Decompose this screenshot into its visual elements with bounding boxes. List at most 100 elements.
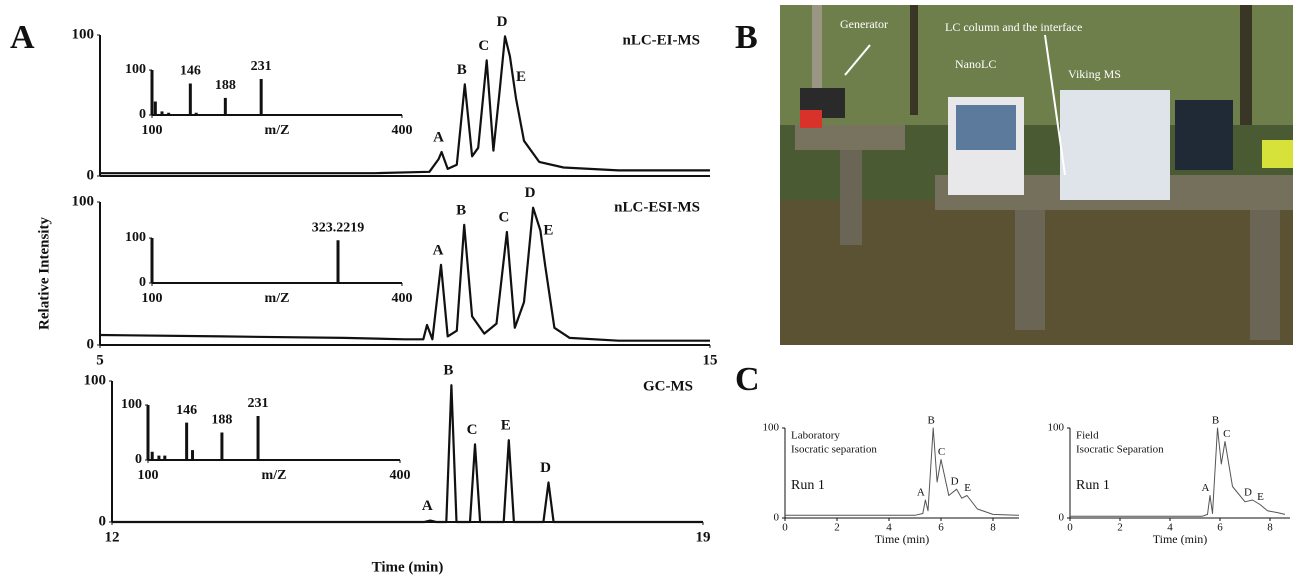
x-axis-label: m/Z	[262, 468, 287, 483]
x-tick-label: 100	[138, 468, 159, 483]
x-tick-label: 400	[392, 123, 413, 138]
y-tick-label: 0	[139, 107, 146, 122]
photo-label: NanoLC	[955, 57, 996, 71]
table-leg	[1015, 210, 1045, 330]
x-tick-label: 5	[96, 352, 104, 368]
peak-label: E	[516, 69, 526, 85]
y-tick-label: 0	[87, 336, 95, 352]
note: Isocratic separation	[791, 444, 877, 456]
peak-label: A	[1202, 482, 1210, 494]
peak-label: E	[1257, 491, 1264, 503]
arrow	[844, 44, 871, 76]
y-tick-label: 0	[139, 275, 146, 290]
photo-label: Generator	[840, 17, 888, 31]
arrow	[1044, 34, 1066, 176]
x-tick-label: 4	[1167, 522, 1173, 534]
panel-label: A	[10, 19, 35, 56]
trace	[100, 35, 710, 175]
tree	[910, 5, 918, 115]
laptop	[1175, 100, 1233, 170]
peak-label: C	[938, 446, 945, 458]
note: Field	[1076, 430, 1099, 442]
peak-label: A	[433, 242, 444, 258]
x-tick-label: 6	[1217, 522, 1223, 534]
x-tick-label: 19	[696, 529, 711, 545]
peak-label: D	[1244, 487, 1252, 499]
x-tick-label: 12	[105, 529, 120, 545]
peak-mass-label: 188	[211, 413, 232, 428]
y-tick-label: 100	[125, 230, 146, 245]
peak-mass-label: 146	[180, 64, 201, 79]
nanolc-screen	[956, 105, 1016, 150]
peak-label: B	[443, 363, 453, 379]
trace	[112, 384, 703, 524]
peak-mass-label: 231	[248, 396, 269, 411]
peak-label: B	[456, 202, 466, 218]
y-tick-label: 100	[72, 26, 95, 42]
y-tick-label: 0	[774, 512, 780, 524]
x-axis-label: Time (min)	[875, 532, 930, 546]
peak-label: E	[543, 222, 553, 238]
x-tick-label: 15	[703, 352, 718, 368]
table-left	[795, 125, 905, 150]
peak-label: B	[1212, 415, 1219, 427]
peak-label: D	[525, 185, 536, 201]
y-tick-label: 100	[763, 422, 780, 434]
panel-label: B	[735, 19, 758, 56]
chart-title: nLC-ESI-MS	[614, 199, 700, 215]
peak-label: C	[467, 422, 478, 438]
peak-label: D	[540, 460, 551, 476]
x-tick-label: 400	[392, 291, 413, 306]
y-tick-label: 100	[1048, 422, 1065, 434]
x-tick-label: 8	[990, 522, 996, 534]
peak-label: D	[497, 14, 508, 30]
note: Run 1	[1076, 478, 1110, 493]
x-tick-label: 4	[886, 522, 892, 534]
y-tick-label: 100	[84, 372, 107, 388]
y-axis-label: Relative Intensity	[36, 217, 52, 330]
peak-label: E	[501, 418, 511, 434]
x-axis-label: m/Z	[265, 291, 290, 306]
peak-label: A	[422, 498, 433, 514]
y-tick-label: 0	[1059, 512, 1065, 524]
x-tick-label: 400	[390, 468, 411, 483]
peak-label: A	[433, 129, 444, 145]
note: Laboratory	[791, 430, 840, 442]
peak-label: D	[951, 476, 959, 488]
viking-ms	[1060, 90, 1170, 200]
x-tick-label: 8	[1267, 522, 1273, 534]
x-tick-label: 0	[1067, 522, 1073, 534]
note: Run 1	[791, 478, 825, 493]
trace	[99, 206, 710, 342]
peak-mass-label: 188	[215, 78, 236, 93]
fuel-can	[800, 110, 822, 128]
peak-label: A	[917, 487, 925, 499]
chart: 0 100 nLC-EI-MS A BCD E	[72, 14, 710, 183]
x-axis-label: m/Z	[265, 123, 290, 138]
table-leg	[840, 150, 862, 245]
chart-title: GC-MS	[643, 378, 693, 394]
peak-mass-label: 323.2219	[312, 220, 365, 235]
peak-label: B	[928, 415, 935, 427]
chart-title: nLC-EI-MS	[622, 32, 700, 48]
x-tick-label: 0	[782, 522, 788, 534]
photo: Generator LC column and the interface Na…	[780, 5, 1293, 345]
y-tick-label: 0	[99, 513, 107, 529]
tree	[1240, 5, 1252, 125]
peak-mass-label: 231	[251, 59, 272, 74]
peak-label: B	[457, 62, 467, 78]
trace	[1070, 427, 1286, 517]
x-axis-label: Time (min)	[1153, 532, 1208, 546]
peak-label: C	[478, 38, 489, 54]
y-tick-label: 0	[87, 167, 95, 183]
peak-label: C	[1223, 428, 1230, 440]
x-tick-label: 100	[142, 291, 163, 306]
tree	[812, 5, 822, 125]
y-tick-label: 100	[121, 397, 142, 412]
x-tick-label: 2	[834, 522, 840, 534]
photo-label: LC column and the interface	[945, 20, 1082, 34]
